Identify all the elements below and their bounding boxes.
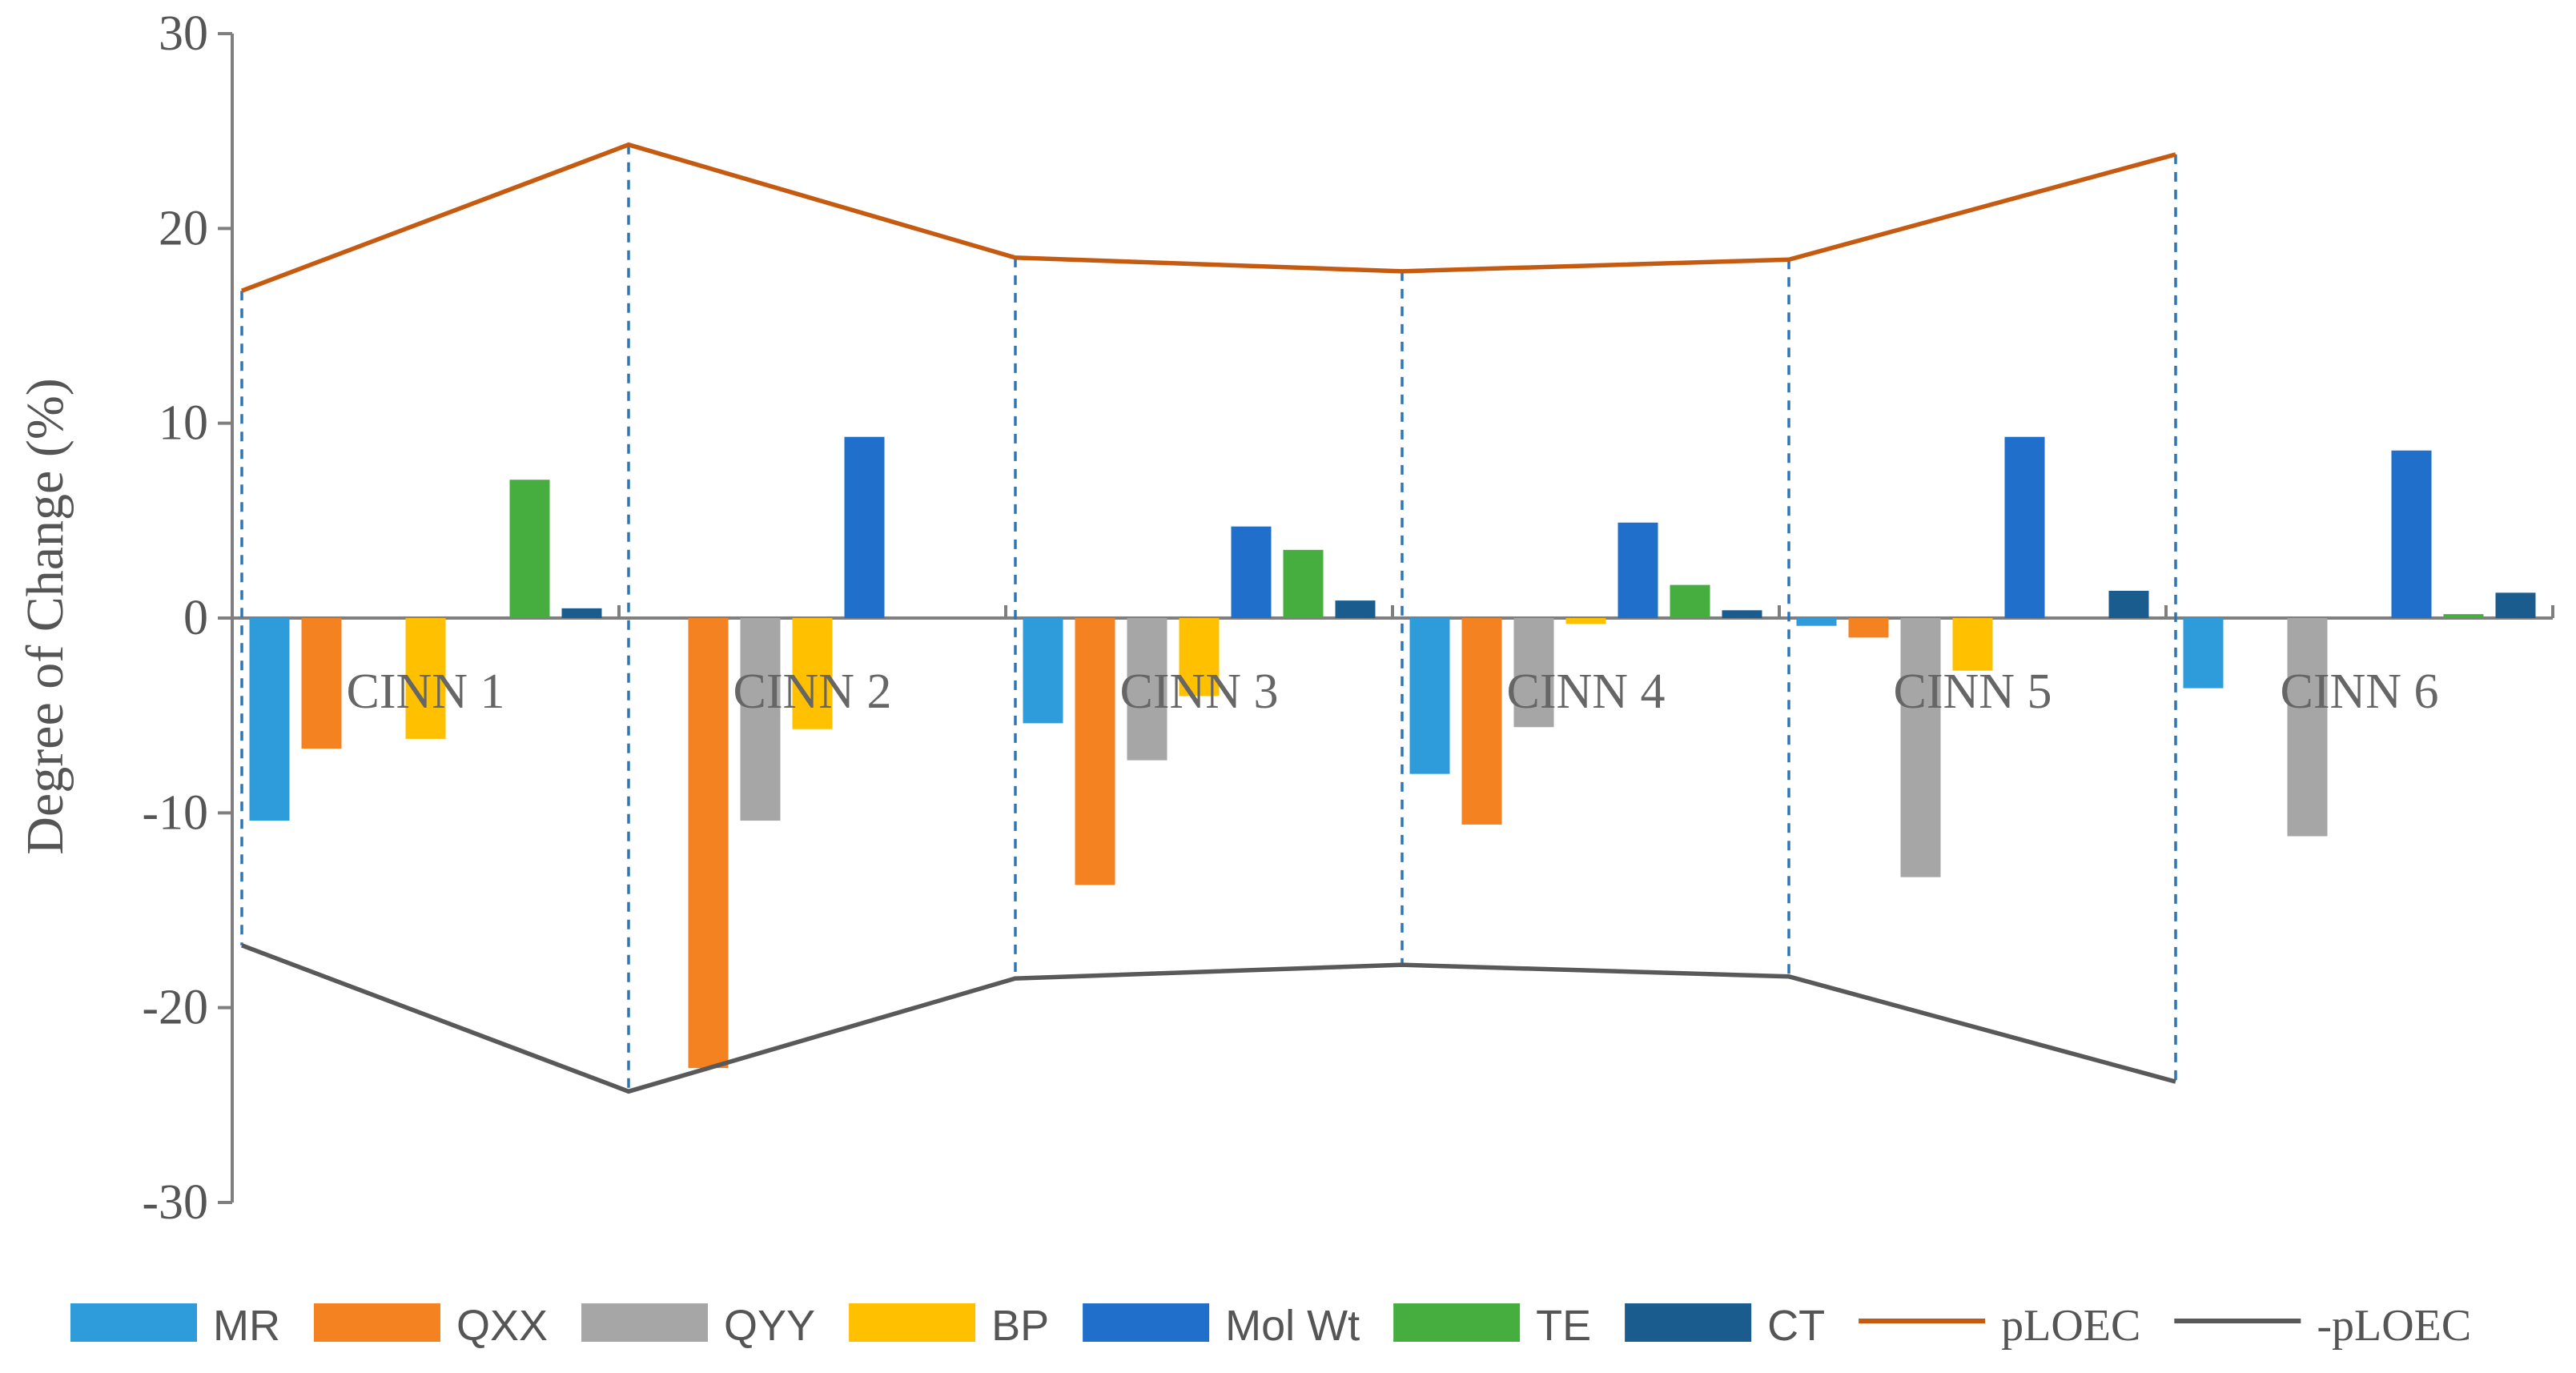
bar-ct-cinn-3 xyxy=(1335,600,1376,618)
legend-swatch xyxy=(70,1303,197,1342)
legend-item-ploec: -pLOEC xyxy=(2174,1301,2471,1351)
bar-bp-cinn-2 xyxy=(792,618,833,729)
legend-item-ct: CT xyxy=(1625,1302,1825,1350)
legend-label: QYY xyxy=(724,1302,815,1350)
legend-item-ploec: pLOEC xyxy=(1859,1301,2140,1351)
legend-item-qxx: QXX xyxy=(313,1302,548,1350)
bar-qxx-cinn-3 xyxy=(1075,618,1115,885)
bar-mr-cinn-5 xyxy=(1796,618,1837,626)
bar-mr-cinn-6 xyxy=(2183,618,2224,689)
category-label: CINN 1 xyxy=(346,664,504,719)
bar-ct-cinn-1 xyxy=(561,608,602,618)
bar-qyy-cinn-2 xyxy=(740,618,781,821)
bar-mr-cinn-3 xyxy=(1023,618,1063,724)
bar-mol-wt-cinn-5 xyxy=(2004,436,2045,618)
series-line-ploec xyxy=(241,142,2176,293)
legend-swatch xyxy=(849,1303,976,1342)
bar-mr-cinn-1 xyxy=(249,618,290,821)
bar-bp-cinn-1 xyxy=(405,618,446,739)
legend-swatch xyxy=(581,1303,709,1342)
y-tick-label: 10 xyxy=(159,396,208,451)
bar-qxx-cinn-5 xyxy=(1848,618,1889,638)
category-label: CINN 2 xyxy=(733,664,891,719)
y-tick-label: -30 xyxy=(142,1175,208,1230)
bar-te-cinn-4 xyxy=(1670,584,1710,618)
bar-mol-wt-cinn-2 xyxy=(844,436,885,618)
series-line-ploec xyxy=(241,943,2176,1094)
bar-qyy-cinn-5 xyxy=(1900,618,1941,877)
bar-qxx-cinn-2 xyxy=(688,618,729,1069)
bar-qxx-cinn-1 xyxy=(301,618,342,749)
bar-te-cinn-3 xyxy=(1283,549,1324,618)
bar-bp-cinn-3 xyxy=(1179,618,1220,697)
bar-mr-cinn-4 xyxy=(1409,618,1450,774)
category-label: CINN 4 xyxy=(1506,664,1665,719)
bar-te-cinn-1 xyxy=(509,480,550,618)
legend-label: QXX xyxy=(456,1302,548,1350)
category-label: CINN 6 xyxy=(2280,664,2438,719)
legend-label: Mol Wt xyxy=(1225,1302,1360,1350)
y-axis-title: Degree of Change (%) xyxy=(16,378,74,855)
legend-item-mol-wt: Mol Wt xyxy=(1083,1302,1360,1350)
legend-swatch xyxy=(1393,1303,1521,1342)
legend-label: -pLOEC xyxy=(2317,1301,2471,1351)
bar-qyy-cinn-3 xyxy=(1127,618,1167,761)
bar-qxx-cinn-4 xyxy=(1461,618,1502,825)
bar-mol-wt-cinn-6 xyxy=(2391,450,2432,618)
legend-label: pLOEC xyxy=(2001,1301,2140,1351)
legend-item-mr: MR xyxy=(70,1302,280,1350)
y-tick-label: -10 xyxy=(142,785,208,840)
y-tick-label: 30 xyxy=(159,6,208,61)
bar-ct-cinn-5 xyxy=(2108,590,2149,618)
y-tick-label: 20 xyxy=(159,201,208,255)
legend-swatch xyxy=(313,1303,440,1342)
legend-label: CT xyxy=(1767,1302,1825,1350)
bar-ct-cinn-6 xyxy=(2495,592,2536,618)
legend-item-te: TE xyxy=(1393,1302,1591,1350)
legend-item-qyy: QYY xyxy=(581,1302,815,1350)
legend-label: MR xyxy=(213,1302,280,1350)
bar-qyy-cinn-4 xyxy=(1513,618,1554,728)
bar-te-cinn-6 xyxy=(2443,614,2484,618)
category-label: CINN 5 xyxy=(1893,664,2052,719)
bar-mol-wt-cinn-4 xyxy=(1618,522,1658,618)
bar-qyy-cinn-6 xyxy=(2287,618,2328,837)
category-label: CINN 3 xyxy=(1119,664,1278,719)
legend-label: TE xyxy=(1536,1302,1591,1350)
legend-swatch xyxy=(1625,1303,1752,1342)
bar-ct-cinn-4 xyxy=(1722,610,1762,618)
legend-swatch xyxy=(1083,1303,1210,1342)
bar-mol-wt-cinn-3 xyxy=(1231,526,1272,618)
legend-item-bp: BP xyxy=(849,1302,1049,1350)
bar-bp-cinn-4 xyxy=(1565,618,1606,624)
y-tick-label: -20 xyxy=(142,981,208,1035)
y-tick-label: 0 xyxy=(183,591,208,645)
bar-bp-cinn-5 xyxy=(1952,618,1993,671)
legend-label: BP xyxy=(991,1302,1049,1350)
